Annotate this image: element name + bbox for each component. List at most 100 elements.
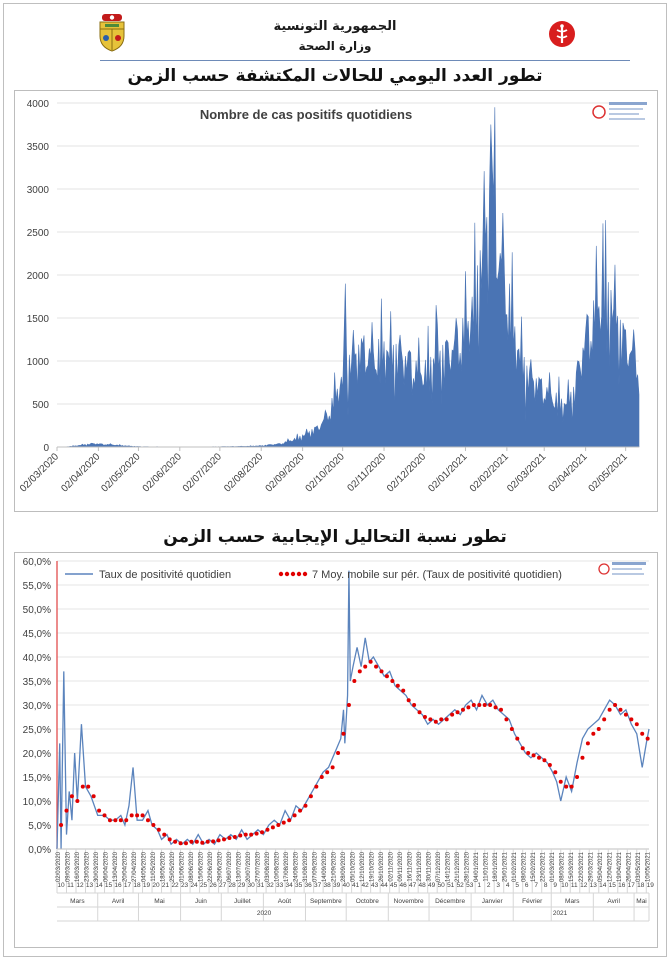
moving-average-point [558, 779, 563, 784]
moving-average-point [319, 775, 324, 779]
moving-average-point [227, 835, 232, 840]
chart2-x-date-label: 16/11/2020 [408, 851, 414, 881]
chart2-month-label: Mai [636, 898, 646, 905]
chart2-x-date-label: 18/05/2020 [161, 851, 167, 882]
chart1-y-tick-label: 500 [32, 400, 49, 411]
moving-average-point [156, 827, 161, 832]
chart2-week-label: 36 [305, 882, 313, 889]
chart2-x-date-label: 08/03/2021 [560, 851, 566, 882]
chart2-x-date-label: 08/02/2021 [522, 851, 528, 882]
chart2-x-date-label: 28/09/2020 [341, 851, 347, 882]
moving-average-point [417, 710, 422, 715]
moving-average-point [107, 818, 112, 823]
chart2-month-label: Avril [607, 898, 620, 905]
header: الجمهورية التونسية وزارة الصحة [0, 0, 670, 61]
moving-average-point [422, 715, 427, 719]
chart2-x-date-label: 21/09/2020 [332, 851, 338, 882]
observatory-logo-icon-2 [598, 562, 646, 575]
chart2-month-label: Octobre [356, 898, 380, 905]
chart2-x-date-label: 27/07/2020 [256, 851, 262, 882]
moving-average-point [69, 794, 74, 799]
chart2-week-label: 17 [124, 882, 132, 889]
chart1-y-tick-label: 3000 [27, 185, 50, 196]
chart1-x-tick-label: 02/06/2020 [141, 451, 184, 494]
chart2-x-date-label: 09/11/2020 [398, 851, 404, 881]
chart2-week-label: 40 [343, 882, 351, 889]
moving-average-point [537, 755, 542, 760]
moving-average-point [352, 679, 357, 683]
chart2-x-date-label: 31/08/2020 [303, 851, 309, 882]
chart2-y-tick-label: 40,0% [23, 653, 51, 664]
chart2-y-tick-label: 35,0% [23, 677, 51, 688]
chart2-y-tick-label: 15,0% [23, 773, 51, 784]
moving-average-point [129, 813, 134, 818]
chart2-week-label: 38 [324, 882, 332, 889]
chart2-y-tick-label: 60,0% [23, 557, 51, 568]
chart1-x-tick-label: 02/04/2020 [59, 451, 102, 494]
moving-average-point [553, 770, 558, 775]
chart1-x-tick-label: 02/03/2021 [505, 451, 548, 494]
positivity-rate-chart: 0,0%5,0%10,0%15,0%20,0%25,0%30,0%35,0%40… [23, 557, 654, 922]
moving-average-point [379, 669, 384, 674]
ministry-emblem-icon [549, 21, 575, 47]
moving-average-point [623, 712, 628, 717]
moving-average-point [211, 839, 216, 844]
chart2-x-date-label: 25/05/2020 [170, 851, 176, 882]
chart2-x-date-label: 11/01/2021 [484, 851, 490, 881]
moving-average-point [613, 703, 618, 707]
chart1-y-tick-label: 4000 [27, 99, 50, 110]
moving-average-point [276, 823, 281, 827]
daily-cases-area [56, 107, 640, 448]
chart2-week-label: 27 [219, 882, 227, 889]
moving-average-point [341, 731, 346, 736]
moving-average-point [330, 765, 335, 770]
chart2-x-date-label: 22/02/2021 [541, 851, 547, 882]
moving-average-point [363, 664, 368, 669]
moving-average-point [488, 703, 493, 707]
chart2-y-tick-label: 25,0% [23, 725, 51, 736]
moving-average-point [314, 784, 319, 789]
chart2-y-tick-label: 30,0% [23, 701, 51, 712]
chart2-week-label: 48 [419, 882, 427, 889]
chart1-x-tick-label: 02/10/2020 [304, 451, 347, 494]
chart2-x-date-label: 14/09/2020 [322, 851, 328, 882]
chart2-x-date-label: 05/10/2020 [351, 851, 357, 882]
chart2-y-tick-label: 20,0% [23, 749, 51, 760]
moving-average-point [471, 703, 476, 707]
chart2-week-label: 41 [352, 882, 360, 889]
chart2-week-label: 25 [200, 882, 208, 889]
moving-average-point [645, 736, 650, 741]
chart2-x-date-label: 19/04/2021 [617, 851, 623, 882]
moving-average-point [450, 712, 455, 717]
chart2-y-tick-label: 50,0% [23, 605, 51, 616]
chart1-x-tick-label: 02/01/2021 [426, 451, 469, 494]
chart2-month-label: Avril [112, 898, 125, 905]
moving-average-point [80, 784, 85, 789]
chart2-x-date-label: 26/04/2021 [626, 851, 632, 882]
moving-average-point [591, 731, 596, 736]
moving-average-point [433, 719, 438, 724]
chart2-x-ticks: 02/03/20201009/03/20201116/03/20201223/0… [56, 848, 654, 922]
moving-average-point [634, 722, 639, 727]
chart2-week-label: 19 [143, 882, 151, 889]
moving-average-point [205, 839, 210, 844]
moving-average-point [86, 784, 91, 789]
moving-average-point [249, 832, 254, 837]
chart2-week-label: 18 [133, 882, 141, 889]
moving-average-point [281, 820, 286, 825]
moving-average-point [580, 755, 585, 760]
chart2-week-label: 15 [609, 882, 617, 889]
chart1-x-tick-label: 02/09/2020 [264, 451, 307, 494]
chart2-week-label: 4 [506, 882, 510, 889]
chart1-y-tick-label: 1000 [27, 357, 50, 368]
chart2-month-label: Juin [195, 898, 207, 905]
chart2-x-date-label: 03/05/2021 [636, 851, 642, 882]
moving-average-point [395, 683, 400, 688]
chart2-x-date-label: 23/03/2020 [85, 851, 91, 882]
chart2-y-tick-label: 45,0% [23, 629, 51, 640]
moving-average-point [173, 839, 178, 844]
moving-average-point [412, 703, 417, 707]
chart2-week-label: 16 [618, 882, 626, 889]
chart2-x-date-label: 15/03/2021 [569, 851, 575, 882]
moving-average-point [509, 727, 514, 731]
